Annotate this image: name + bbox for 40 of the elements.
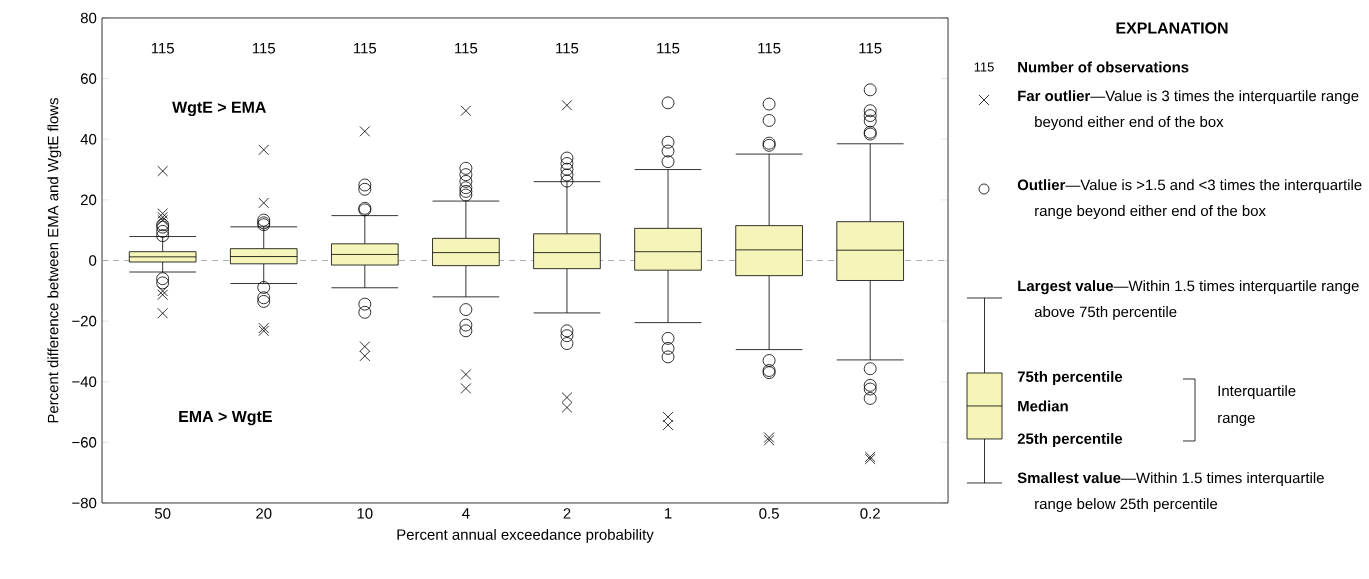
x-tick-label: 20 — [256, 508, 272, 519]
y-tick-label: −20 — [72, 315, 97, 327]
annotation: 115 — [354, 43, 377, 54]
x-tick-label: 2 — [563, 508, 571, 519]
x-tick-label: 10 — [357, 508, 373, 519]
annotation: 115 — [556, 43, 579, 54]
text: 75th percentile — [1017, 371, 1123, 385]
x-tick-label: 0.2 — [860, 508, 880, 519]
annotation: 115 — [657, 43, 680, 54]
x-tick-label: 50 — [154, 508, 171, 519]
y-tick-label: −40 — [72, 376, 97, 388]
text: Smallest value—Within 1.5 times interquartile range below 25th percentile — [1017, 472, 1324, 513]
y-tick-label: 20 — [80, 194, 97, 206]
text: Largest value—Within 1.5 times interquartile range above 75th percentile — [1018, 280, 1359, 321]
x-tick-label: 4 — [462, 508, 470, 519]
text: Far outlier—Value is 3 times the interquartile range beyond either end of the box — [1018, 90, 1359, 131]
annotation: 115 — [758, 43, 781, 54]
y-tick-label: −60 — [72, 437, 97, 448]
text: Median — [1018, 400, 1068, 412]
text: Number of observations — [1018, 61, 1189, 73]
x-tick-label: 1 — [665, 508, 672, 519]
y-tick-label: 80 — [80, 12, 97, 24]
annotation: 115 — [252, 43, 276, 54]
annotation: EMA > WgtE — [179, 410, 272, 426]
annotation: WgtE > EMA — [172, 101, 266, 117]
text: Interquartile range — [1218, 385, 1296, 427]
legend-title: EXPLANATION — [1116, 22, 1228, 34]
y-tick-label: 40 — [80, 133, 97, 145]
annotation: 115 — [859, 43, 882, 54]
y-tick-label: −80 — [72, 497, 97, 509]
x-axis-title: Percent annual exceedance probability — [397, 528, 654, 543]
annotation: 115 — [455, 43, 478, 54]
y-tick-label: 0 — [89, 255, 97, 266]
annotation: 115 — [151, 43, 174, 54]
x-tick-label: 0.5 — [759, 508, 779, 519]
text: 115 — [974, 62, 994, 72]
text: Outlier—Value is >1.5 and <3 times the interquartile range beyond either end of the box — [1017, 179, 1362, 220]
y-axis-title: Percent difference between EMA and WgtE flows — [47, 98, 62, 423]
text: 25th percentile — [1017, 433, 1123, 447]
y-tick-label: 60 — [80, 73, 97, 84]
